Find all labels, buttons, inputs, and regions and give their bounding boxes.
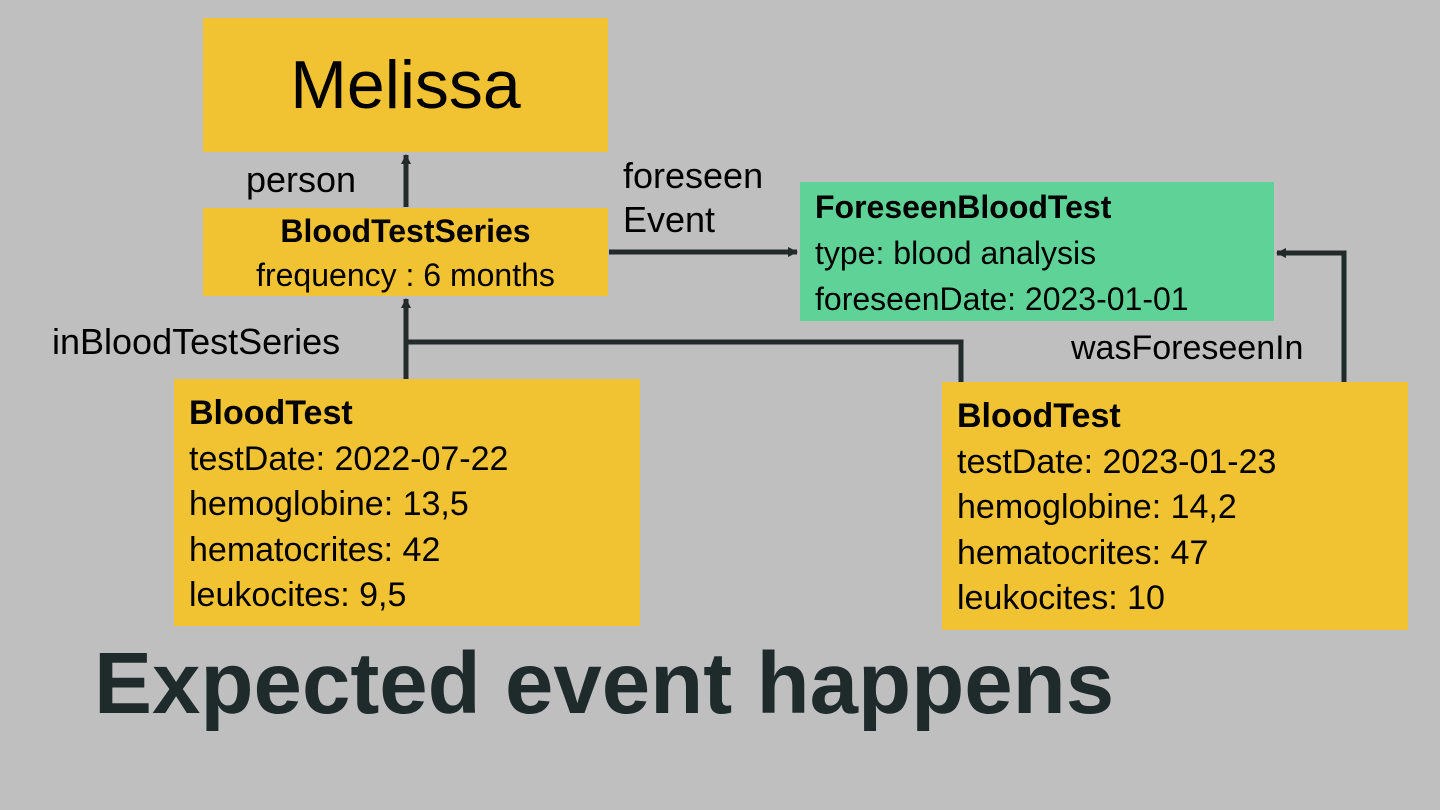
- edge-in-series-2: [406, 339, 964, 383]
- bloodtest2-test-date: testDate: 2023-01-23: [957, 442, 1277, 481]
- blood-test-series-node: BloodTestSeries frequency : 6 months: [203, 208, 608, 296]
- foreseen-blood-test-node: ForeseenBloodTest type: blood analysis f…: [800, 182, 1274, 321]
- edge-label-foreseen-event: foreseen Event: [623, 154, 763, 242]
- bloodtest1-hemoglobine: hemoglobine: 13,5: [189, 485, 469, 523]
- melissa-node: Melissa: [203, 18, 608, 152]
- edge-label-was-foreseen-in: wasForeseenIn: [1071, 329, 1304, 367]
- foreseen-title: ForeseenBloodTest: [815, 189, 1112, 225]
- edge-label-foreseen-line1: foreseen: [623, 155, 764, 196]
- bloodtest1-title: BloodTest: [189, 394, 353, 432]
- edge-was-foreseen-in: [1276, 248, 1347, 382]
- bloodtest1-leukocites: leukocites: 9,5: [189, 576, 407, 614]
- blood-test-node-1: BloodTest testDate: 2022-07-22 hemoglobi…: [174, 379, 640, 626]
- bloodtest2-hematocrites: hematocrites: 47: [957, 533, 1209, 572]
- bloodtest2-leukocites: leukocites: 10: [957, 579, 1165, 617]
- slide-heading: Expected event happens: [94, 635, 1115, 732]
- edge-label-foreseen-line2: Event: [623, 199, 716, 240]
- blood-test-node-2: BloodTest testDate: 2023-01-23 hemoglobi…: [942, 382, 1408, 630]
- foreseen-type: type: blood analysis: [815, 235, 1097, 271]
- bloodtest2-title: BloodTest: [957, 397, 1121, 435]
- series-frequency: frequency : 6 months: [256, 257, 555, 293]
- bloodtest2-hemoglobine: hemoglobine: 14,2: [957, 488, 1237, 526]
- melissa-label: Melissa: [290, 47, 521, 123]
- edge-label-person: person: [246, 159, 357, 200]
- bloodtest1-hematocrites: hematocrites: 42: [189, 530, 441, 569]
- foreseen-date: foreseenDate: 2023-01-01: [815, 281, 1189, 317]
- bloodtest1-test-date: testDate: 2022-07-22: [189, 439, 509, 478]
- edge-label-in-blood-test-series: inBloodTestSeries: [52, 321, 341, 362]
- series-title: BloodTestSeries: [280, 213, 531, 249]
